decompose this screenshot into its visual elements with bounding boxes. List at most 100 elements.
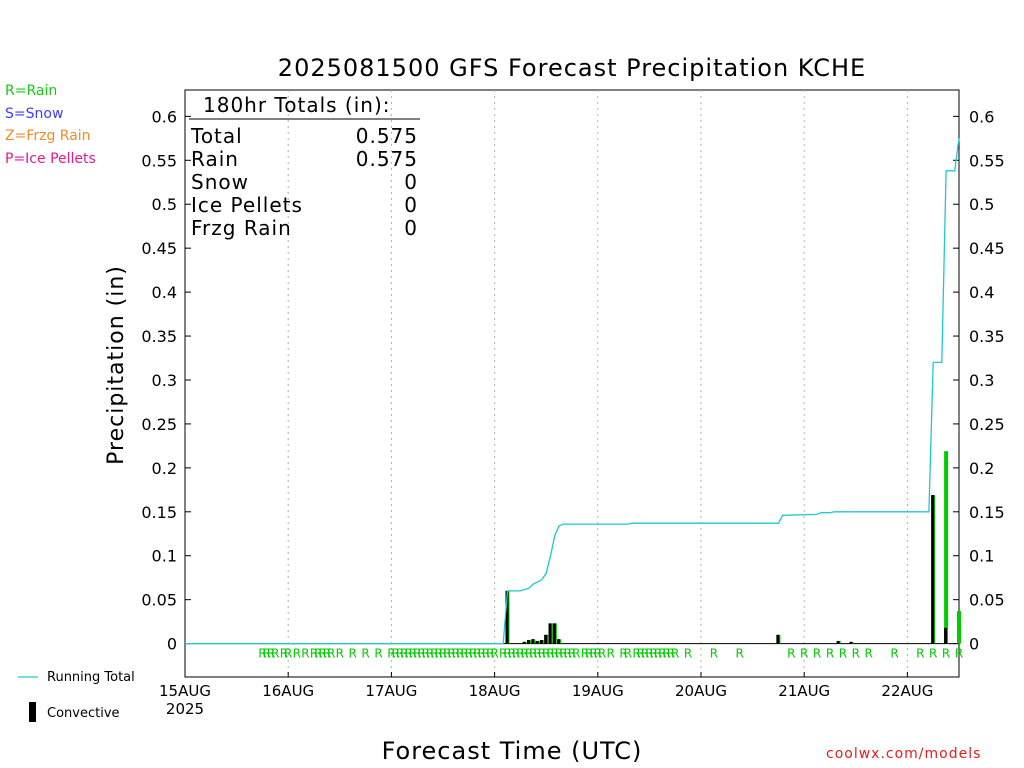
ptype-marker-rain: R bbox=[564, 647, 572, 661]
ptype-marker-rain: R bbox=[525, 647, 533, 661]
ptype-marker-rain: R bbox=[585, 647, 593, 661]
convective-bar bbox=[539, 640, 543, 644]
y-tick-label-left: 0.3 bbox=[152, 371, 177, 390]
y-tick-label-left: 0.2 bbox=[152, 459, 177, 478]
ptype-marker-rain: R bbox=[589, 647, 597, 661]
chart-title: 2025081500 GFS Forecast Precipitation KC… bbox=[278, 54, 866, 82]
y-tick-label-left: 0.55 bbox=[141, 151, 177, 170]
y-tick-label-left: 0.5 bbox=[152, 195, 177, 214]
y-tick-label-left: 0.1 bbox=[152, 547, 177, 566]
convective-bar bbox=[849, 641, 853, 644]
x-tick-label: 20AUG bbox=[675, 682, 727, 700]
y-tick-label-left: 0.35 bbox=[141, 327, 177, 346]
ptype-marker-rain: R bbox=[516, 647, 524, 661]
totals-row-value: 0 bbox=[404, 170, 418, 194]
ptype-marker-rain: R bbox=[619, 647, 627, 661]
convective-legend-label: Convective bbox=[47, 706, 120, 721]
ptype-marker-rain: R bbox=[568, 647, 576, 661]
ptype-marker-rain: R bbox=[645, 647, 653, 661]
ptype-marker-rain: R bbox=[447, 647, 455, 661]
convective-bar bbox=[505, 590, 509, 644]
convective-bar bbox=[944, 627, 948, 644]
ptype-marker-rain: R bbox=[396, 647, 404, 661]
x-tick-sublabel: 2025 bbox=[166, 700, 204, 718]
convective-bar bbox=[522, 641, 526, 644]
ptype-marker-rain: R bbox=[662, 647, 670, 661]
running-total-line bbox=[185, 138, 960, 645]
y-tick-label-left: 0 bbox=[167, 635, 177, 654]
ptype-marker-rain: R bbox=[469, 647, 477, 661]
y-tick-label-right: 0.35 bbox=[969, 327, 1005, 346]
y-axis-right: 0 0.05 0.1 0.15 0.2 0.25 0.3 0.35 0.4 0.45 0.5 0.55… bbox=[953, 107, 1005, 654]
ptype-marker-rain: R bbox=[426, 647, 434, 661]
ptype-marker-rain: R bbox=[624, 647, 632, 661]
y-tick-label-right: 0.5 bbox=[969, 195, 994, 214]
x-axis-label: Forecast Time (UTC) bbox=[382, 737, 643, 765]
grid-lines bbox=[185, 90, 959, 677]
ptype-marker-rain: R bbox=[598, 647, 606, 661]
ptype-marker-rain: R bbox=[490, 647, 498, 661]
ptype-marker-rain: R bbox=[293, 647, 301, 661]
convective-bar bbox=[548, 623, 552, 644]
ptype-marker-rain: R bbox=[671, 647, 679, 661]
y-axis-label: Precipitation (in) bbox=[104, 265, 129, 465]
ptype-marker-rain: R bbox=[572, 647, 580, 661]
ptype-marker-rain: R bbox=[736, 647, 744, 661]
y-axis-left: 0 0.05 0.1 0.15 0.2 0.25 0.3 0.35 0.4 0.45 0.5 0.55… bbox=[141, 107, 191, 654]
convective-bar bbox=[544, 634, 548, 644]
ptype-marker-rain: R bbox=[641, 647, 649, 661]
ptype-marker-rain: R bbox=[417, 647, 425, 661]
rain-bar bbox=[944, 451, 949, 644]
ptype-marker-rain: R bbox=[435, 647, 443, 661]
y-tick-label-right: 0.55 bbox=[969, 151, 1005, 170]
ptype-marker-rain: R bbox=[301, 647, 309, 661]
ptype-marker-rain: R bbox=[710, 647, 718, 661]
ptype-marker-rain: R bbox=[314, 647, 322, 661]
ptype-marker-rain: R bbox=[551, 647, 559, 661]
totals-row-label: Rain bbox=[191, 147, 239, 171]
ptype-marker-rain: R bbox=[465, 647, 473, 661]
rain-bar bbox=[957, 611, 961, 644]
ptype-marker-rain: R bbox=[955, 647, 963, 661]
y-tick-label-right: 0.15 bbox=[969, 503, 1005, 522]
y-tick-label-left: 0.05 bbox=[141, 591, 177, 610]
y-tick-label-right: 0.2 bbox=[969, 459, 994, 478]
y-tick-label-left: 0.15 bbox=[141, 503, 177, 522]
ptype-marker-rain: R bbox=[529, 647, 537, 661]
convective-bar bbox=[931, 495, 935, 644]
ptype-marker-rain: R bbox=[637, 647, 645, 661]
ptype-marker-rain: R bbox=[942, 647, 950, 661]
totals-box: 180hr Totals (in): Total 0.575 Rain 0.575 Sn… bbox=[189, 93, 420, 240]
ptype-marker-rain: R bbox=[267, 647, 275, 661]
ptype-marker-rain: R bbox=[521, 647, 529, 661]
ptype-marker-rain: R bbox=[658, 647, 666, 661]
ptype-marker-rain: R bbox=[800, 647, 808, 661]
ptype-marker-rain: R bbox=[929, 647, 937, 661]
ptype-marker-rain: R bbox=[280, 647, 288, 661]
ptype-marker-rain: R bbox=[443, 647, 451, 661]
ptype-marker-rain: R bbox=[439, 647, 447, 661]
totals-row-value: 0 bbox=[404, 216, 418, 240]
ptype-marker-rain: R bbox=[452, 647, 460, 661]
ptype-marker-rain: R bbox=[413, 647, 421, 661]
x-tick-label: 21AUG bbox=[778, 682, 830, 700]
convective-bar bbox=[552, 623, 556, 644]
ptype-marker-rain: R bbox=[559, 647, 567, 661]
ptype-marker-rain: R bbox=[323, 647, 331, 661]
x-tick-label: 18AUG bbox=[469, 682, 521, 700]
ptype-marker-rain: R bbox=[632, 647, 640, 661]
convective-legend-swatch bbox=[29, 702, 36, 722]
convective-bar bbox=[531, 639, 535, 644]
running-total-legend-label: Running Total bbox=[47, 670, 135, 685]
y-tick-label-right: 0.25 bbox=[969, 415, 1005, 434]
ptype-marker-rain: R bbox=[684, 647, 692, 661]
y-tick-label-right: 0.05 bbox=[969, 591, 1005, 610]
ptype-marker-rain: R bbox=[422, 647, 430, 661]
convective-bar bbox=[836, 640, 840, 644]
x-tick-label: 15AUG bbox=[159, 682, 211, 700]
ptype-marker-rain: R bbox=[387, 647, 395, 661]
ptype-marker-rain: R bbox=[336, 647, 344, 661]
y-tick-label-left: 0.4 bbox=[152, 283, 177, 302]
ptype-marker-rain: R bbox=[374, 647, 382, 661]
